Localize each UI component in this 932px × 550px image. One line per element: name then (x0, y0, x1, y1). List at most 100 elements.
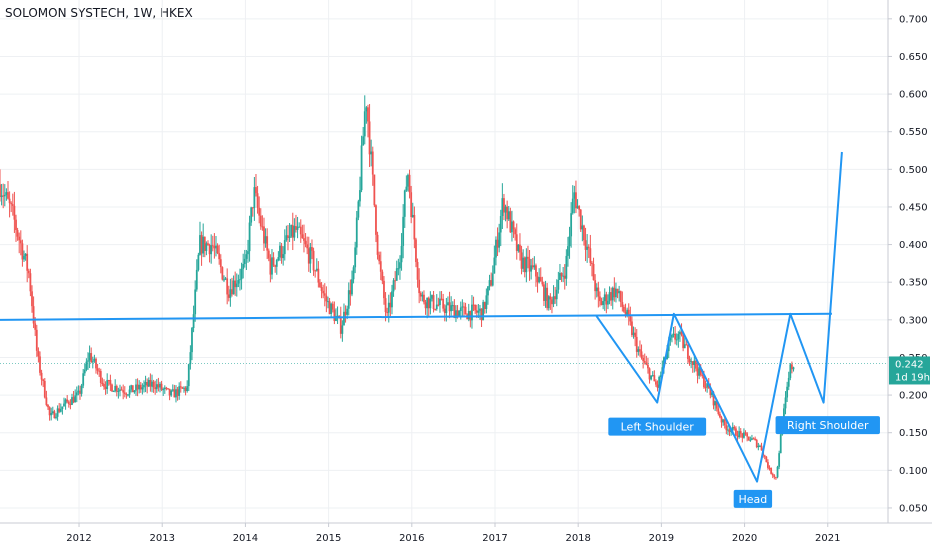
candle-up (677, 334, 680, 340)
candle-down (179, 386, 182, 388)
candle-down (739, 431, 742, 434)
candle-down (231, 289, 233, 295)
candle-down (474, 305, 477, 311)
candle-down (539, 277, 542, 282)
candle-down (379, 261, 382, 272)
candle-down (160, 383, 163, 390)
candle-down (15, 219, 17, 231)
x-tick-label: 2014 (233, 533, 258, 544)
candle-up (61, 406, 64, 410)
candle-up (632, 332, 635, 336)
candle-down (19, 240, 22, 244)
candle-up (522, 257, 525, 269)
candle-up (562, 275, 565, 277)
x-tick-label: 2015 (316, 533, 341, 544)
candle-down (647, 364, 649, 369)
candle-down (589, 248, 592, 263)
candle-up (557, 279, 560, 290)
candle-down (701, 375, 704, 377)
candle-up (507, 211, 510, 220)
candle-up (573, 192, 576, 199)
candle-down (184, 387, 187, 392)
candle-down (295, 226, 297, 230)
candle-up (671, 334, 673, 338)
candle-down (47, 404, 49, 408)
candle-down (773, 475, 776, 478)
candle-up (576, 206, 579, 209)
candle-down (371, 151, 374, 175)
label-text: Head (739, 493, 768, 506)
candle-up (789, 364, 792, 378)
price-axis[interactable]: 0.0500.1000.1500.2000.2500.3000.3500.400… (888, 14, 928, 514)
candle-up (391, 291, 393, 308)
candle-down (703, 375, 705, 388)
candle-up (435, 304, 438, 310)
candle-up (479, 308, 481, 311)
neckline (0, 312, 832, 321)
last-price-label: 0.242 1d 19h (0, 356, 930, 385)
candle-down (551, 299, 553, 305)
candle-up (751, 438, 753, 440)
y-tick-label: 0.450 (899, 202, 928, 213)
y-tick-label: 0.150 (899, 428, 928, 439)
candle-up (285, 235, 288, 241)
candle-down (413, 214, 416, 240)
candle-up (3, 194, 6, 197)
candle-down (261, 226, 264, 228)
candle-down (101, 382, 104, 385)
candle-down (456, 310, 459, 317)
candle-up (363, 111, 366, 137)
candle-down (66, 399, 69, 402)
candle-down (314, 270, 317, 272)
candle-down (322, 290, 325, 294)
candle-down (723, 419, 726, 426)
candle-down (563, 275, 566, 279)
candle-down (167, 388, 169, 390)
time-axis[interactable]: 2012 2013 2014 2015 2016 2017 2018 2019 2020 2021 (66, 523, 840, 544)
candle-down (111, 384, 113, 392)
candle-up (360, 145, 363, 191)
candle-up (675, 339, 678, 341)
candle-up (411, 214, 414, 218)
candle-up (787, 377, 790, 387)
candle-down (754, 438, 757, 440)
candle-up (277, 257, 280, 260)
candle-up (602, 301, 605, 306)
candle-down (152, 381, 155, 388)
candle-down (643, 360, 646, 363)
candle-down (687, 344, 689, 360)
candle-up (658, 376, 661, 388)
candle-up (130, 385, 133, 390)
x-tick-label: 2013 (149, 533, 174, 544)
candle-down (437, 304, 440, 306)
candle-down (688, 359, 691, 363)
candle-up (351, 279, 353, 295)
candle-up (426, 297, 429, 309)
candle-down (725, 425, 728, 431)
candle-down (523, 257, 526, 273)
candle-down (424, 302, 427, 309)
candle-down (527, 256, 529, 259)
candle-up (309, 247, 312, 264)
candle-down (752, 438, 755, 440)
y-tick-label: 0.600 (899, 90, 928, 101)
candle-down (344, 311, 347, 315)
candle-up (5, 192, 8, 195)
candle-down (427, 297, 430, 309)
candle-down (418, 279, 421, 294)
candle-down (655, 381, 657, 385)
candle-up (392, 280, 395, 292)
candle-up (511, 221, 513, 233)
candle-down (96, 368, 99, 371)
candle-down (464, 306, 467, 315)
candle-up (355, 217, 358, 248)
candle-down (616, 288, 619, 294)
candle-down (685, 344, 688, 346)
candle-up (458, 311, 461, 317)
candle-up (191, 328, 193, 353)
candle-up (352, 267, 355, 280)
candle-up (327, 301, 329, 303)
candle-down (463, 306, 465, 308)
candle-down (373, 174, 376, 206)
